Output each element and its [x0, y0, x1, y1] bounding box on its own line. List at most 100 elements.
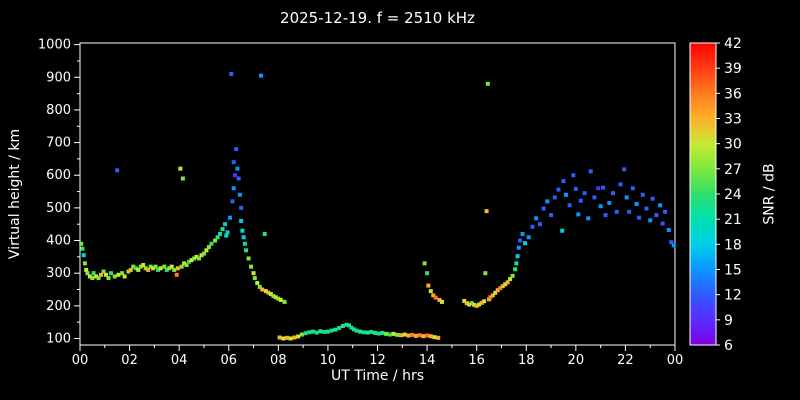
data-point [640, 192, 645, 197]
data-point [422, 261, 427, 266]
data-point [237, 192, 242, 197]
y-axis-label: Virtual height / km [7, 128, 23, 260]
data-point [503, 282, 508, 287]
data-point [94, 274, 99, 279]
data-point [182, 261, 187, 266]
data-point [630, 186, 635, 191]
data-point [90, 276, 95, 281]
data-point [365, 330, 370, 335]
data-point [220, 227, 225, 232]
x-tick-label: 06 [220, 353, 237, 368]
data-point [204, 248, 209, 253]
data-point [79, 241, 84, 246]
data-point [413, 333, 418, 338]
data-point [402, 332, 407, 337]
data-point [299, 332, 304, 337]
data-point [143, 266, 148, 271]
data-point [268, 292, 273, 297]
data-point [146, 267, 151, 272]
data-point [437, 297, 442, 302]
data-point [644, 206, 649, 211]
x-tick-label: 16 [468, 353, 485, 368]
colorbar-tick-label: 36 [724, 86, 742, 102]
data-point [421, 334, 426, 339]
x-tick-label: 00 [667, 353, 684, 368]
data-point [648, 218, 653, 223]
data-point [603, 213, 608, 218]
data-point [276, 296, 281, 301]
colorbar-label: SNR / dB [762, 163, 779, 225]
data-point [271, 294, 276, 299]
data-point [578, 198, 583, 203]
data-point [311, 329, 316, 334]
data-point [164, 267, 169, 272]
colorbar-tick-label: 30 [724, 137, 742, 153]
data-point [624, 195, 629, 200]
data-point [490, 293, 495, 298]
data-point [112, 274, 117, 279]
data-point [658, 203, 663, 208]
y-tick-label: 1000 [38, 38, 71, 53]
data-point [495, 288, 500, 293]
data-point [537, 222, 542, 227]
data-point [106, 276, 111, 281]
data-point [115, 168, 120, 173]
data-point [439, 299, 444, 304]
data-point [201, 251, 206, 256]
data-point [82, 261, 87, 266]
colorbar-tick-label: 21 [724, 212, 742, 228]
data-point [571, 173, 576, 178]
data-point [526, 235, 531, 240]
data-point [87, 274, 92, 279]
data-point [592, 195, 597, 200]
data-point [273, 295, 278, 300]
data-point [209, 241, 214, 246]
data-point [479, 300, 484, 305]
data-point [514, 261, 519, 266]
data-point [611, 191, 616, 196]
x-tick-label: 20 [568, 353, 585, 368]
data-point [515, 254, 520, 259]
data-point [601, 185, 606, 190]
data-point [277, 335, 282, 340]
data-point [596, 186, 601, 191]
y-tick-label: 900 [46, 70, 71, 85]
data-point [174, 272, 179, 277]
data-point [588, 169, 593, 174]
data-point [505, 280, 510, 285]
data-point [108, 271, 113, 276]
data-point [663, 209, 668, 214]
data-point [516, 245, 521, 250]
data-point [246, 256, 251, 261]
data-point [614, 209, 619, 214]
data-point [510, 273, 515, 278]
colorbar-tick-label: 12 [724, 288, 742, 304]
data-point [263, 289, 268, 294]
data-point [622, 167, 627, 172]
data-point [169, 264, 174, 269]
data-point [223, 222, 228, 227]
data-point [99, 272, 104, 277]
data-point [194, 254, 199, 259]
data-point [213, 238, 218, 243]
data-point [255, 280, 260, 285]
data-point [433, 295, 438, 300]
data-point [180, 176, 185, 181]
x-tick-label: 22 [617, 353, 634, 368]
data-point [206, 245, 211, 250]
data-point [249, 264, 254, 269]
y-tick-label: 600 [46, 168, 71, 183]
data-point [153, 264, 158, 269]
y-tick-label: 700 [46, 136, 71, 151]
data-point [178, 166, 183, 171]
data-point [244, 248, 249, 253]
data-point [582, 191, 587, 196]
data-point [410, 332, 415, 337]
data-point [508, 277, 513, 282]
data-point [573, 186, 578, 191]
data-point [545, 199, 550, 204]
data-point [303, 331, 308, 336]
data-point [258, 73, 263, 78]
x-tick-label: 12 [369, 353, 386, 368]
